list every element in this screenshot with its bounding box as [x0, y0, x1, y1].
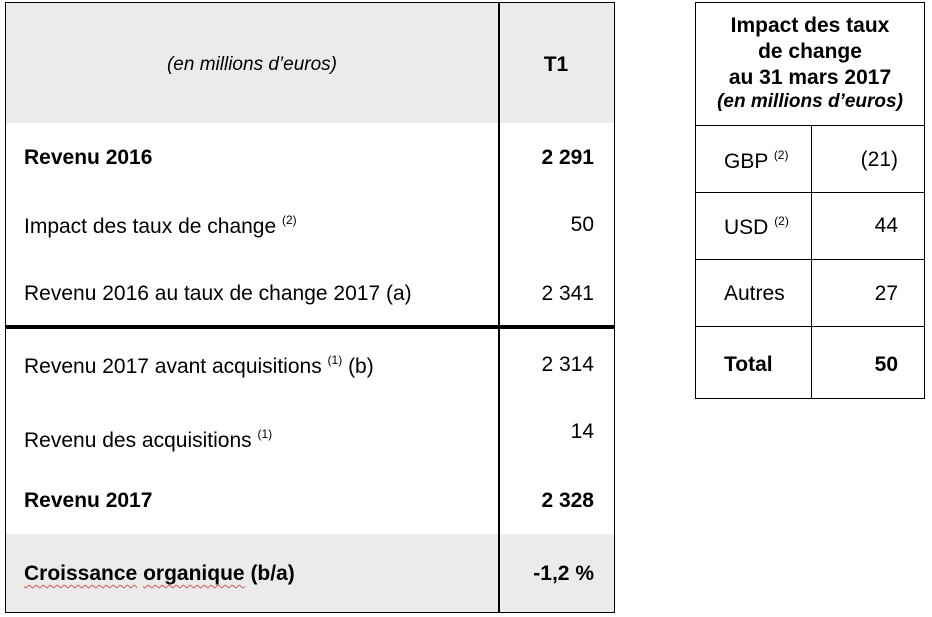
row-divider [696, 259, 924, 260]
row-value: 2 291 [541, 146, 594, 169]
column-header-t1: T1 [543, 53, 569, 76]
row-label: Revenu des acquisitions (1) [24, 427, 273, 452]
fx-row-value: 44 [874, 214, 898, 237]
fx-title-line: au 31 mars 2017 [728, 66, 892, 89]
row-divider [696, 192, 924, 193]
fx-row-label: Total [724, 353, 773, 376]
fx-title-line: Impact des taux [730, 14, 890, 37]
section-divider [6, 325, 614, 329]
column-divider [498, 3, 500, 612]
table-row-total: Croissance organique (b/a) -1,2 % [6, 534, 614, 612]
fx-row-label: GBP (2) [724, 148, 789, 173]
row-label: Revenu 2016 au taux de change 2017 (a) [24, 282, 412, 305]
fx-row-label: Autres [724, 282, 785, 305]
footnote-ref: (1) [257, 427, 273, 441]
footnote-ref: (1) [327, 353, 343, 367]
row-label: Revenu 2016 [24, 146, 153, 169]
footnote-ref: (2) [774, 214, 789, 228]
row-divider [696, 326, 924, 327]
unit-label: (en millions d’euros) [166, 54, 337, 75]
fx-title-line: de change [758, 40, 862, 63]
fx-row-value: 27 [874, 282, 898, 305]
row-value: 2 341 [541, 282, 594, 305]
fx-row-value: (21) [860, 148, 898, 171]
fx-subtitle: (en millions d’euros) [717, 91, 903, 112]
row-label: Revenu 2017 avant acquisitions (1) (b) [24, 353, 374, 378]
row-label: Revenu 2017 [24, 489, 153, 512]
fx-row-label: USD (2) [724, 214, 789, 239]
fx-row-value: 50 [874, 353, 898, 376]
row-label: Impact des taux de change (2) [24, 213, 297, 238]
row-label: Croissance organique (b/a) [24, 562, 295, 585]
footnote-ref: (2) [773, 148, 789, 162]
fx-impact-table: Impact des taux de change au 31 mars 201… [695, 2, 925, 399]
fx-table-header: Impact des taux de change au 31 mars 201… [696, 3, 924, 126]
table-header-row: (en millions d’euros) T1 [6, 3, 614, 123]
column-divider [811, 125, 812, 398]
row-value: 2 314 [541, 353, 594, 376]
revenue-table: (en millions d’euros) T1 Revenu 2016 2 2… [5, 2, 615, 613]
row-value: 50 [570, 213, 594, 236]
row-value: 14 [570, 420, 594, 443]
row-value: -1,2 % [533, 562, 594, 585]
row-value: 2 328 [541, 489, 594, 512]
footnote-ref: (2) [282, 213, 297, 227]
